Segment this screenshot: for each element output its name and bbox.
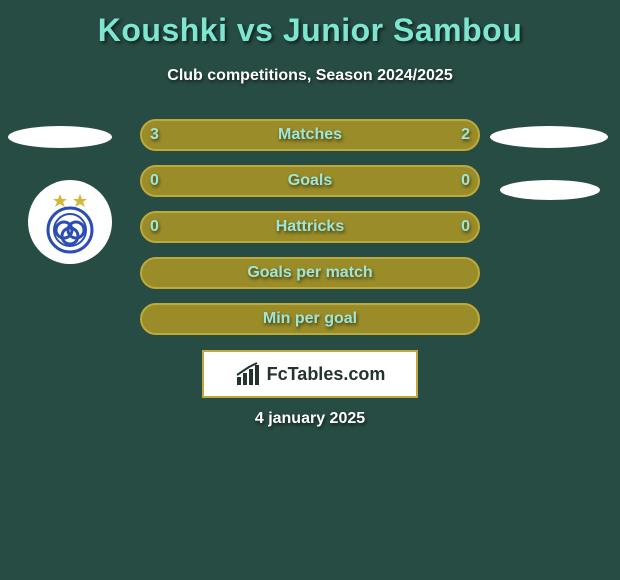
subtitle: Club competitions, Season 2024/2025 [0, 67, 620, 85]
stat-label: Hattricks [140, 211, 480, 243]
stat-right-value: 0 [461, 211, 470, 243]
stat-right-value: 2 [461, 119, 470, 151]
brand-chart-icon [235, 361, 261, 387]
club-left-badge [28, 180, 112, 264]
club-crest-icon [34, 186, 106, 258]
stat-label: Matches [140, 119, 480, 151]
stat-row-gpm: Goals per match [0, 257, 620, 303]
player-left-placeholder [8, 126, 112, 148]
brand-label: FcTables.com [267, 364, 386, 385]
stat-label: Goals [140, 165, 480, 197]
date-label: 4 january 2025 [0, 410, 620, 428]
stat-right-value: 0 [461, 165, 470, 197]
page-title: Koushki vs Junior Sambou [0, 0, 620, 49]
brand-box: FcTables.com [202, 350, 418, 398]
stat-row-mpg: Min per goal [0, 303, 620, 349]
stat-label: Goals per match [140, 257, 480, 289]
player-right-placeholder [490, 126, 608, 148]
club-right-placeholder [500, 180, 600, 200]
stat-label: Min per goal [140, 303, 480, 335]
